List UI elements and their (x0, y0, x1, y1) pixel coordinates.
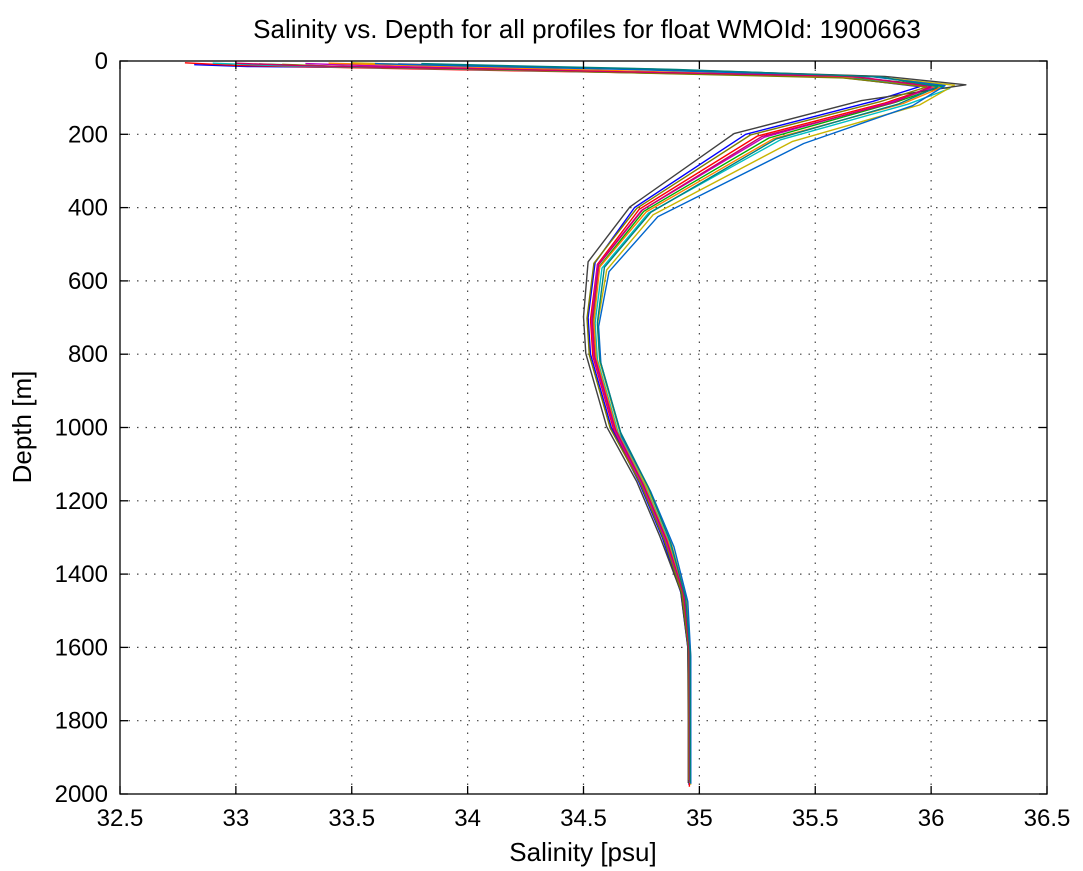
x-tick-label: 34.5 (560, 805, 607, 832)
x-tick-label: 36 (918, 805, 945, 832)
y-tick-label: 800 (68, 341, 108, 368)
profile-line (398, 63, 967, 783)
y-tick-label: 200 (68, 121, 108, 148)
profile-lines (184, 62, 967, 787)
axis-ticks (119, 60, 1048, 795)
profile-line (184, 62, 932, 787)
profile-line (421, 62, 939, 783)
x-tick-label: 34 (454, 805, 481, 832)
profile-line (194, 64, 921, 785)
profile-line (259, 63, 944, 780)
y-tick-label: 1600 (55, 634, 108, 661)
x-tick-label: 33 (223, 805, 250, 832)
y-tick-label: 400 (68, 195, 108, 222)
x-tick-labels: 32.5 33 33.5 34 34.5 35 35.5 36 36.5 (97, 805, 1071, 832)
profile-line (212, 62, 951, 783)
profile-line (282, 63, 928, 781)
y-tick-label: 1400 (55, 561, 108, 588)
profile-line (351, 62, 955, 785)
x-tick-label: 35 (686, 805, 713, 832)
x-tick-label: 32.5 (97, 805, 144, 832)
profile-line (305, 62, 937, 782)
x-axis-label: Salinity [psu] (509, 837, 656, 867)
profile-line (374, 62, 946, 784)
y-axis-label: Depth [m] (7, 371, 37, 484)
y-tick-label: 1800 (55, 708, 108, 735)
y-tick-label: 2000 (55, 781, 108, 808)
chart-title: Salinity vs. Depth for all profiles for … (253, 14, 921, 44)
y-tick-labels: 0 200 400 600 800 1000 1200 1400 1600 1800 2000 (55, 48, 108, 808)
profile-line (235, 62, 932, 782)
x-tick-label: 35.5 (792, 805, 839, 832)
profile-line (328, 62, 942, 783)
y-tick-label: 1200 (55, 488, 108, 515)
grid-lines (120, 61, 1047, 794)
x-tick-label: 36.5 (1024, 805, 1071, 832)
y-tick-label: 600 (68, 268, 108, 295)
y-tick-label: 1000 (55, 415, 108, 442)
y-tick-label: 0 (95, 48, 108, 75)
x-tick-label: 33.5 (328, 805, 375, 832)
